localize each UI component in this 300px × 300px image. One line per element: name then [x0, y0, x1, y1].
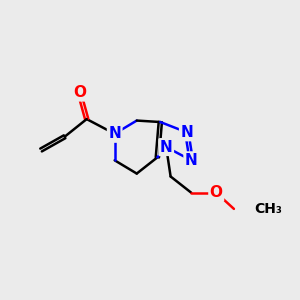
Text: O: O: [210, 185, 223, 200]
Text: O: O: [73, 85, 86, 100]
Text: N: N: [160, 140, 172, 154]
Text: N: N: [180, 125, 193, 140]
Text: N: N: [108, 126, 121, 141]
Text: N: N: [185, 153, 198, 168]
Text: CH₃: CH₃: [254, 202, 282, 216]
